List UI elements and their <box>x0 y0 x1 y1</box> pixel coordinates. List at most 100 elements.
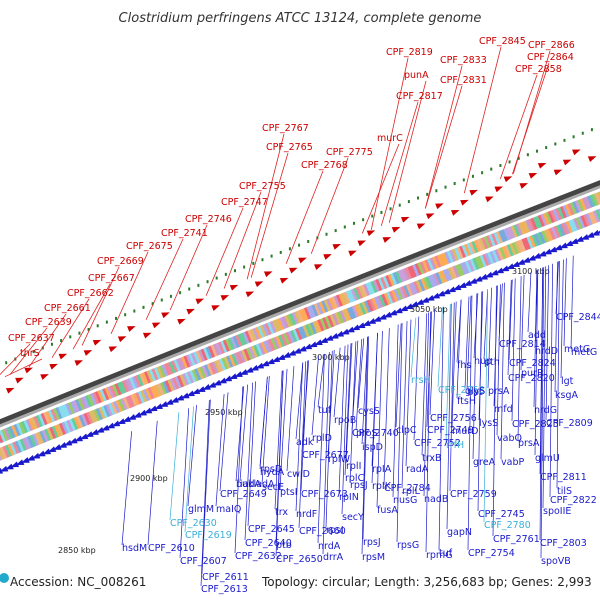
reverse-gene-label[interactable]: CPF_2820 <box>508 373 555 384</box>
reverse-gene-label[interactable]: CPF_2753 <box>438 385 485 396</box>
reverse-gene-label[interactable]: rpIN <box>339 492 359 503</box>
forward-gene-label[interactable]: CPF_2866 <box>528 40 575 51</box>
reverse-gene-label[interactable]: bukladA <box>236 479 275 490</box>
reverse-gene-label[interactable]: CPF_2784 <box>384 483 431 494</box>
reverse-gene-label[interactable]: CPF_2650 <box>276 554 323 565</box>
reverse-gene-label[interactable]: rplD <box>312 433 332 444</box>
reverse-gene-label[interactable]: glyS <box>465 386 485 397</box>
reverse-gene-label[interactable]: secY <box>342 512 364 523</box>
reverse-gene-label[interactable]: CPF_2640 <box>245 538 292 549</box>
reverse-gene-label[interactable]: clpC <box>396 425 417 436</box>
reverse-gene-label[interactable]: murD <box>452 426 479 437</box>
reverse-gene-label[interactable]: CPF_2740 <box>352 428 399 439</box>
forward-gene-label[interactable]: thrS <box>20 348 40 359</box>
reverse-gene-label[interactable]: CPF_2645 <box>248 524 295 535</box>
forward-gene-label[interactable]: CPF_2741 <box>161 228 208 239</box>
reverse-gene-label[interactable]: CPF_2630 <box>170 518 217 529</box>
reverse-gene-label[interactable]: rpsG <box>397 540 419 551</box>
forward-gene-label[interactable]: CPF_2746 <box>185 214 232 225</box>
reverse-gene-label[interactable]: ispD <box>362 442 383 453</box>
reverse-gene-label[interactable]: CPF_2619 <box>185 530 232 541</box>
reverse-gene-label[interactable]: spoVB <box>541 556 571 567</box>
forward-gene-label[interactable]: punA <box>404 70 429 81</box>
reverse-gene-label[interactable]: hydA <box>260 467 285 478</box>
forward-gene-label[interactable]: CPF_2775 <box>326 147 373 158</box>
forward-gene-label[interactable]: CPF_2661 <box>44 303 91 314</box>
forward-gene-label[interactable]: CPF_2819 <box>386 47 433 58</box>
reverse-gene-label[interactable]: hup <box>474 356 492 367</box>
reverse-gene-label[interactable]: ftsH <box>457 396 476 407</box>
reverse-gene-label[interactable]: iadA <box>240 479 261 490</box>
reverse-gene-label[interactable]: CPF_2611 <box>202 572 249 583</box>
reverse-gene-label[interactable]: tuf <box>439 548 453 559</box>
reverse-gene-label[interactable]: rpmG <box>426 550 453 561</box>
reverse-gene-label[interactable]: CPF_2607 <box>180 556 227 567</box>
forward-gene-label[interactable]: CPF_2833 <box>440 55 487 66</box>
reverse-gene-label[interactable]: CPF_2756 <box>430 413 477 424</box>
reverse-gene-label[interactable]: add <box>528 330 546 341</box>
reverse-gene-label[interactable]: CPF_2673 <box>301 489 348 500</box>
reverse-gene-label[interactable]: trxB <box>422 453 442 464</box>
reverse-gene-label[interactable]: CPF_2803 <box>540 538 587 549</box>
reverse-gene-label[interactable]: nrdD <box>535 346 558 357</box>
reverse-gene-label[interactable]: rrsH <box>411 375 431 386</box>
reverse-gene-label[interactable]: rrfH <box>446 440 464 451</box>
reverse-gene-label[interactable]: nadB <box>424 494 448 505</box>
reverse-gene-label[interactable]: maIQ <box>216 504 241 515</box>
reverse-gene-label[interactable]: vabP <box>501 457 524 468</box>
reverse-gene-label[interactable]: rplL <box>402 486 421 497</box>
forward-gene-label[interactable]: CPF_2755 <box>239 181 286 192</box>
forward-gene-label[interactable]: CPF_2747 <box>221 197 268 208</box>
reverse-gene-label[interactable]: spoIIE <box>543 506 571 517</box>
reverse-gene-label[interactable]: prsA <box>488 386 510 397</box>
reverse-gene-label[interactable]: gapN <box>447 527 472 538</box>
reverse-gene-label[interactable]: proS <box>356 428 378 439</box>
reverse-gene-label[interactable]: CPF_2660 <box>299 526 346 537</box>
reverse-gene-label[interactable]: mfd <box>494 404 513 415</box>
forward-gene-label[interactable]: CPF_2767 <box>262 123 309 134</box>
forward-gene-label[interactable]: CPF_2831 <box>440 75 487 86</box>
reverse-gene-label[interactable]: CPF_2649 <box>220 489 267 500</box>
reverse-gene-label[interactable]: rpsJ <box>350 480 368 491</box>
forward-gene-label[interactable]: CPF_2667 <box>88 273 135 284</box>
forward-gene-label[interactable]: murC <box>377 133 403 144</box>
reverse-gene-label[interactable]: tilS <box>557 486 572 497</box>
reverse-gene-label[interactable]: CPF_2824 <box>509 358 556 369</box>
forward-gene-label[interactable]: CPF_2662 <box>67 288 114 299</box>
reverse-gene-label[interactable]: CPF_2822 <box>550 495 597 506</box>
reverse-gene-label[interactable]: hpt <box>467 387 483 398</box>
reverse-gene-label[interactable]: rpIA <box>372 464 392 475</box>
reverse-gene-label[interactable]: lysS <box>479 418 498 429</box>
reverse-gene-label[interactable]: CPF_2844 <box>556 312 600 323</box>
reverse-gene-label[interactable]: secE <box>262 482 284 493</box>
reverse-gene-label[interactable]: CPF_2811 <box>540 472 587 483</box>
forward-gene-label[interactable]: CPF_2637 <box>8 333 55 344</box>
reverse-gene-label[interactable]: ptsI <box>280 487 298 498</box>
reverse-gene-label[interactable]: drrA <box>323 552 344 563</box>
forward-gene-label[interactable]: CPF_2765 <box>266 142 313 153</box>
reverse-gene-label[interactable]: CPF_2752 <box>414 438 461 449</box>
forward-gene-label[interactable]: CPF_2669 <box>97 256 144 267</box>
reverse-gene-label[interactable]: rpsM <box>362 552 385 563</box>
forward-gene-label[interactable]: CPF_2817 <box>396 91 443 102</box>
reverse-gene-label[interactable]: CPF_2610 <box>148 543 195 554</box>
reverse-gene-label[interactable]: CPF_2759 <box>450 489 497 500</box>
reverse-gene-label[interactable]: lgt <box>561 376 574 387</box>
reverse-gene-label[interactable]: ksgA <box>555 390 578 401</box>
reverse-gene-label[interactable]: CPF_2825 <box>512 419 559 430</box>
reverse-gene-label[interactable]: glmM <box>188 504 214 515</box>
reverse-gene-label[interactable]: metG <box>571 347 597 358</box>
reverse-gene-label[interactable]: CPF_2613 <box>201 584 248 595</box>
forward-gene-label[interactable]: CPF_2845 <box>479 36 526 47</box>
reverse-gene-label[interactable]: CPF_2780 <box>484 520 531 531</box>
forward-gene-label[interactable]: CPF_2864 <box>527 52 574 63</box>
reverse-gene-label[interactable]: rplW <box>328 454 351 465</box>
reverse-gene-label[interactable]: pth <box>484 357 500 368</box>
reverse-gene-label[interactable]: nrdG <box>534 405 557 416</box>
reverse-gene-label[interactable]: purR <box>521 368 544 379</box>
reverse-gene-label[interactable]: adk <box>296 437 314 448</box>
reverse-gene-label[interactable]: CPF_2754 <box>468 548 515 559</box>
reverse-gene-label[interactable]: CPF_2809 <box>546 418 593 429</box>
reverse-gene-label[interactable]: rplI <box>346 461 361 472</box>
reverse-gene-label[interactable]: fhs <box>457 360 471 371</box>
